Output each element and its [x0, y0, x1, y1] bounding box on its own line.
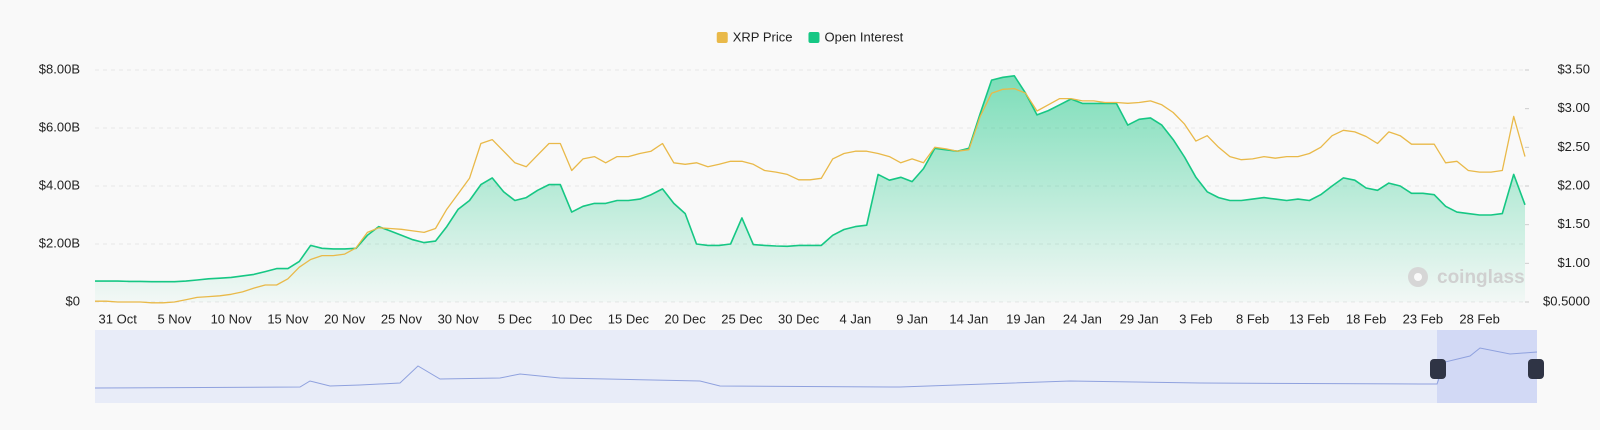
y-tick-label: $0 — [66, 293, 80, 308]
x-tick-label: 23 Feb — [1403, 311, 1443, 326]
line — [95, 87, 1526, 304]
x-tick-label: 30 Dec — [778, 311, 820, 326]
area — [95, 75, 1525, 302]
x-tick-label: 20 Nov — [324, 311, 366, 326]
y2-tick-label: $2.50 — [1557, 139, 1590, 154]
y-tick-label: $2.00B — [39, 235, 80, 250]
navigator-track — [95, 330, 1537, 403]
legend-swatch[interactable] — [808, 32, 820, 43]
x-tick-label: 25 Dec — [721, 311, 763, 326]
x-tick-label: 3 Feb — [1179, 311, 1212, 326]
x-tick-label: 5 Nov — [157, 311, 191, 326]
x-tick-label: 15 Dec — [608, 311, 650, 326]
x-tick-label: 14 Jan — [949, 311, 988, 326]
x-tick-label: 25 Nov — [381, 311, 423, 326]
x-tick-label: 9 Jan — [896, 311, 928, 326]
navigator-selection — [1437, 330, 1537, 403]
watermark: coinglass — [1408, 267, 1525, 288]
y2-tick-label: $3.00 — [1557, 100, 1590, 115]
x-tick-label: 31 Oct — [99, 311, 138, 326]
y2-tick-label: $0.5000 — [1543, 293, 1590, 308]
x-tick-label: 15 Nov — [267, 311, 309, 326]
navigator-line — [94, 347, 1538, 389]
y2-tick-label: $3.50 — [1557, 61, 1590, 76]
y2-tick-label: $1.50 — [1557, 216, 1590, 231]
legend-label[interactable]: Open Interest — [824, 29, 903, 44]
navigator-handle[interactable] — [1430, 359, 1446, 379]
y2-tick-label: $1.00 — [1557, 255, 1590, 270]
x-tick-label: 4 Jan — [839, 311, 871, 326]
y-tick-label: $8.00B — [39, 61, 80, 76]
line — [95, 75, 1526, 283]
x-tick-label: 13 Feb — [1289, 311, 1329, 326]
x-tick-label: 10 Nov — [211, 311, 253, 326]
navigator — [94, 330, 1544, 403]
x-tick-label: 18 Feb — [1346, 311, 1386, 326]
watermark-text: coinglass — [1437, 267, 1525, 288]
x-tick-label: 30 Nov — [438, 311, 480, 326]
legend-label[interactable]: XRP Price — [733, 29, 793, 44]
legend: XRP Price Open Interest — [716, 29, 904, 44]
legend-swatch[interactable] — [716, 32, 728, 43]
y-tick-label: $6.00B — [39, 119, 80, 134]
x-tick-label: 10 Dec — [551, 311, 593, 326]
y2-tick-label: $2.00 — [1557, 177, 1590, 192]
y-tick-label: $4.00B — [39, 177, 80, 192]
x-tick-label: 29 Jan — [1120, 311, 1159, 326]
x-tick-label: 19 Jan — [1006, 311, 1045, 326]
x-tick-label: 24 Jan — [1063, 311, 1102, 326]
x-tick-label: 28 Feb — [1459, 311, 1499, 326]
navigator-handle[interactable] — [1528, 359, 1544, 379]
x-tick-label: 8 Feb — [1236, 311, 1269, 326]
x-tick-label: 20 Dec — [665, 311, 707, 326]
x-tick-label: 5 Dec — [498, 311, 532, 326]
